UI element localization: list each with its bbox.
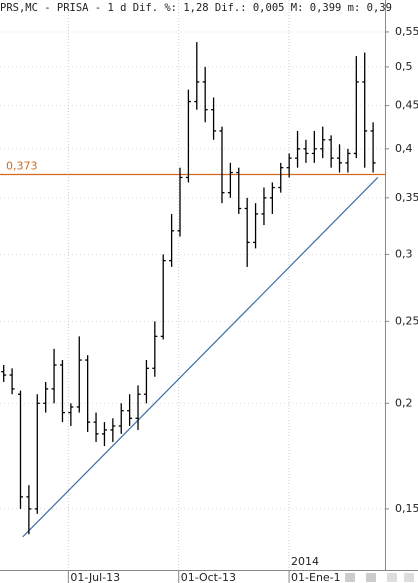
trend-line [22, 177, 379, 538]
icon[interactable] [366, 573, 376, 582]
level-label: 0,373 [6, 159, 38, 172]
y-tick-label: 0,55 [395, 25, 418, 38]
x-tick-label: 01-Jul-13 [70, 571, 120, 583]
icon[interactable] [404, 573, 414, 582]
y-tick-label: 0,3 [395, 247, 413, 260]
year-label: 2014 [291, 555, 319, 568]
y-tick-label: 0,25 [395, 314, 418, 327]
icon[interactable] [387, 573, 397, 582]
x-tick-label: 01-Ene-1 [291, 571, 341, 583]
y-tick-label: 0,5 [395, 60, 413, 73]
y-tick-label: 0,45 [395, 99, 418, 112]
y-tick-label: 0,35 [395, 191, 418, 204]
toolbar-icons [345, 573, 414, 582]
y-tick-label: 0,2 [395, 396, 413, 409]
y-tick-label: 0,15 [395, 502, 418, 515]
y-tick-label: 0,4 [395, 142, 413, 155]
icon[interactable] [345, 573, 355, 582]
x-tick-label: 01-Oct-13 [181, 571, 236, 583]
chart-title: PRS,MC - PRISA - 1 d Dif. %: 1,28 Dif.: … [0, 2, 392, 14]
